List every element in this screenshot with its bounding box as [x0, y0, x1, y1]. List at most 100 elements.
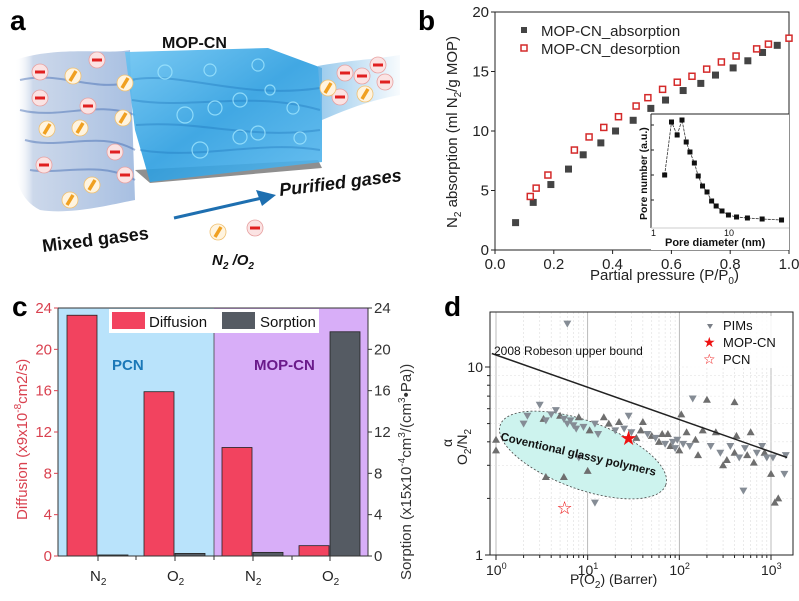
- pims-point: [574, 413, 583, 421]
- pims-point: [661, 440, 670, 448]
- y-tick-label-b: 15: [472, 64, 489, 81]
- pore-distribution-point: [674, 132, 680, 138]
- region-label-mop-cn: MOP-CN: [254, 357, 315, 374]
- region-label-pcn: PCN: [112, 357, 144, 374]
- pims-point: [752, 449, 761, 457]
- legend-c: Diffusion Sorption: [109, 309, 319, 333]
- x-tick-label-c: N2: [245, 568, 262, 588]
- pore-distribution-point: [719, 208, 725, 214]
- desorption-point: [702, 65, 711, 73]
- legend-label-desorption: MOP-CN_desorption: [541, 41, 680, 58]
- x-tick-label-b: 1.0: [779, 256, 799, 273]
- legend-label-pcn: PCN: [723, 352, 750, 367]
- inset-xtick-10: 10: [724, 228, 734, 238]
- pims-point: [698, 426, 707, 434]
- pore-distribution-point: [662, 172, 668, 178]
- legend-swatch-diffusion: [112, 312, 145, 329]
- y-tick-label-left-c: 12: [35, 424, 52, 441]
- desorption-point: [532, 184, 540, 192]
- pims-point: [651, 434, 660, 442]
- pims-point: [694, 451, 703, 459]
- y-tick-label-right-c: 4: [374, 507, 382, 524]
- n2-bond-icon: [65, 194, 75, 206]
- pims-point: [663, 430, 672, 438]
- purified-gases-label: Purified gases: [278, 165, 403, 200]
- pims-point: [583, 466, 592, 474]
- inset-xtick-1: 1: [651, 228, 656, 238]
- gas-legend-label: N2 /O2: [212, 252, 254, 272]
- membrane-label: MOP-CN: [162, 35, 227, 52]
- pims-point: [624, 412, 633, 420]
- pcn-star: ☆: [557, 498, 573, 519]
- n2-bond-icon: [42, 123, 52, 135]
- pims-point: [726, 443, 735, 451]
- pims-point: [719, 461, 728, 469]
- pims-point: [492, 446, 500, 454]
- pims-point: [632, 433, 641, 441]
- legend-marker-mop-cn: ★: [703, 335, 716, 351]
- x-tick-label-c: O2: [167, 568, 185, 588]
- pore-distribution-point: [687, 149, 693, 155]
- pims-point: [590, 499, 599, 507]
- diffusion-bar: [66, 314, 98, 557]
- n2-bond-icon: [87, 179, 97, 191]
- y-axis-label-o2n2: O2/N2: [454, 429, 474, 465]
- pims-point: [627, 429, 636, 437]
- legend-label-diffusion: Diffusion: [149, 314, 207, 331]
- pims-point: [523, 412, 532, 420]
- pims-point: [574, 454, 583, 462]
- pims-point: [780, 470, 789, 478]
- desorption-point: [688, 72, 696, 81]
- x-tick-label-b: 0.2: [543, 256, 564, 273]
- pims-point: [615, 417, 624, 425]
- mop-cage-icons: [157, 58, 307, 159]
- pims-point: [758, 443, 767, 451]
- desorption-point: [526, 192, 535, 201]
- desorption-point: [785, 34, 793, 42]
- pims-point: [688, 395, 697, 403]
- absorption-point: [647, 104, 655, 112]
- panel-label-a: a: [10, 5, 26, 36]
- desorption-point: [614, 112, 623, 121]
- desorption-point: [658, 85, 667, 94]
- gas-molecules: [31, 51, 394, 241]
- y-tick-label-b: 0: [481, 242, 489, 259]
- pims-point: [541, 417, 550, 425]
- legend-marker-absorption: [521, 27, 527, 33]
- absorption-point: [712, 71, 719, 79]
- pims-point: [563, 420, 572, 428]
- n2-bond-icon: [68, 70, 78, 82]
- absorption-point: [547, 181, 555, 189]
- sorption-bar: [329, 331, 361, 557]
- legend-label-sorption: Sorption: [260, 314, 316, 331]
- n2-bond-icon: [120, 77, 130, 89]
- data-points-d: ★☆: [492, 320, 790, 519]
- y-axis-label-diffusion: Diffusion (x9x10-8cm2/s): [13, 359, 31, 520]
- absorption-point: [565, 165, 572, 173]
- pims-point: [722, 456, 731, 464]
- diffusion-bar: [298, 545, 330, 557]
- absorption-point: [597, 139, 605, 147]
- pore-distribution-point: [668, 119, 674, 125]
- inset-xlabel: Pore diameter (nm): [665, 237, 766, 249]
- pims-point: [671, 445, 680, 453]
- absorption-point: [529, 198, 537, 206]
- pims-point: [579, 423, 588, 431]
- inset-pore-distribution: 1 10 Pore diameter (nm) Pore number (a.u…: [638, 113, 789, 250]
- pims-point: [638, 417, 647, 425]
- pims-point: [675, 446, 684, 454]
- sorption-bar: [252, 551, 284, 557]
- pims-point: [519, 420, 528, 428]
- incoming-gas-streaks: [19, 76, 136, 181]
- legend-background-d: [690, 316, 792, 368]
- pims-point: [691, 435, 700, 443]
- pims-point: [739, 487, 748, 495]
- purification-arrow-head: [256, 190, 276, 206]
- pims-point: [559, 415, 568, 423]
- y-tick-label-right-c: 8: [374, 465, 382, 482]
- desorption-point: [673, 78, 682, 86]
- x-tick-label-c: N2: [90, 568, 107, 588]
- legend-b: MOP-CN_absorption MOP-CN_desorption: [520, 23, 680, 58]
- y-axis-label-alpha: α: [439, 439, 455, 447]
- diffusion-bar: [143, 391, 175, 557]
